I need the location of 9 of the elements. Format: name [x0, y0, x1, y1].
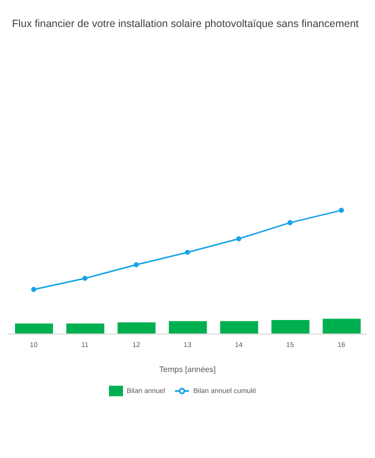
- point: [184, 250, 190, 255]
- point: [82, 276, 88, 281]
- x-axis-title: Temps [années]: [159, 365, 216, 374]
- point: [31, 286, 36, 292]
- point: [288, 220, 293, 226]
- point: [338, 208, 344, 213]
- chart-title: Flux financier de votre installation solaire photovoltaïque sans financement: [11, 17, 360, 32]
- point: [134, 262, 139, 268]
- point: [236, 236, 242, 242]
